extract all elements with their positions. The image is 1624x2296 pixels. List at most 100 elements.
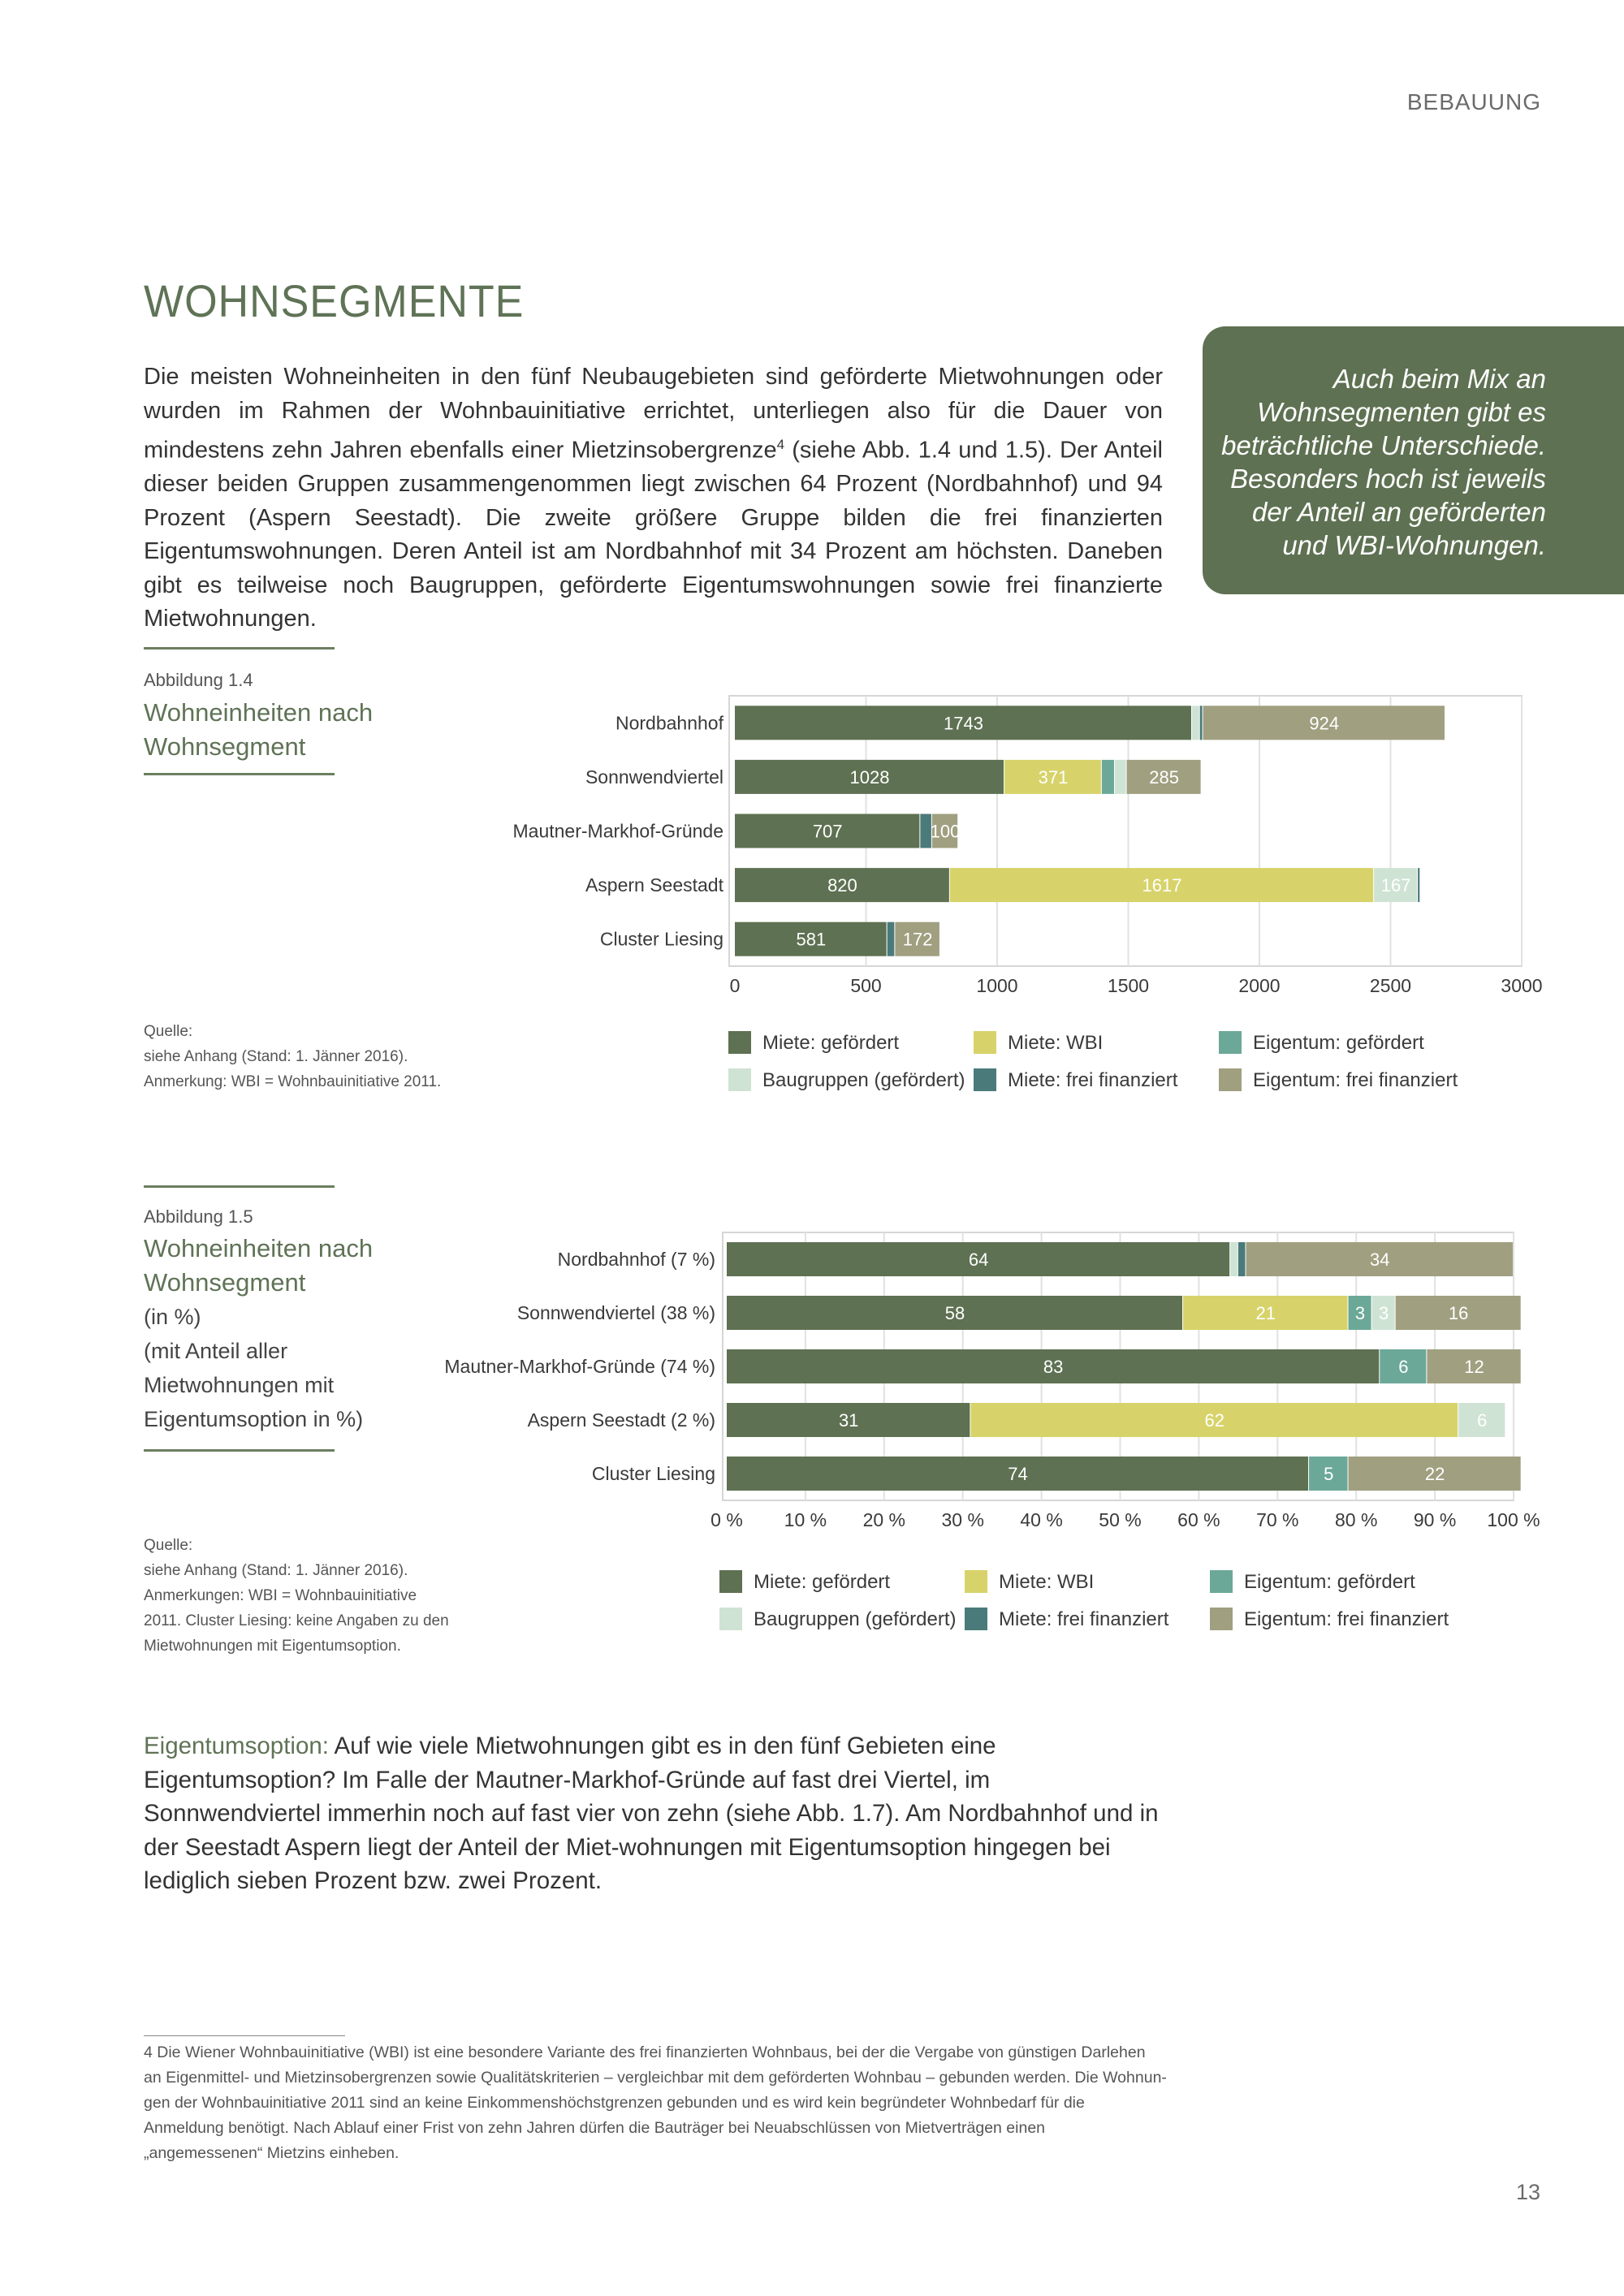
figure-rule: [144, 647, 335, 650]
source-line: Quelle:: [144, 1537, 193, 1554]
data-label: 167: [1381, 875, 1411, 896]
legend-swatch: [728, 1068, 751, 1091]
x-tick-label: 500: [850, 975, 881, 996]
legend-label: Baugruppen (gefördert): [754, 1608, 957, 1630]
category-label: Aspern Seestadt (2 %): [528, 1409, 715, 1431]
bar-segment: [735, 868, 949, 903]
bar-segment: [1246, 1242, 1513, 1276]
legend-label: Eigentum: gefördert: [1253, 1032, 1424, 1054]
legend-label: Eigentum: gefördert: [1244, 1571, 1415, 1593]
legend-swatch: [974, 1031, 996, 1054]
x-tick-label: 20 %: [863, 1509, 905, 1530]
category-label: Nordbahnhof: [615, 712, 724, 733]
bar-segment: [1395, 1296, 1521, 1330]
bar-segment: [1199, 706, 1203, 740]
legend-swatch: [1210, 1570, 1233, 1593]
x-tick-label: 30 %: [941, 1509, 983, 1530]
bar-segment: [727, 1242, 1230, 1276]
data-label: 707: [813, 822, 843, 842]
callout-box: Auch beim Mix an Wohnsegmenten gibt es b…: [1203, 326, 1624, 594]
figure-title-line: Wohnsegment: [144, 1268, 306, 1297]
bar-segment: [1115, 759, 1126, 794]
bar-segment: [1203, 706, 1445, 740]
x-tick-label: 50 %: [1099, 1509, 1141, 1530]
bar-segment: [1230, 1242, 1237, 1276]
data-label: 62: [1205, 1410, 1224, 1431]
data-label: 100: [931, 822, 961, 842]
bar-segment: [1348, 1296, 1371, 1330]
legend-swatch: [1210, 1608, 1233, 1630]
source-line: siehe Anhang (Stand: 1. Jänner 2016).: [144, 1562, 408, 1579]
legend-swatch: [965, 1608, 987, 1630]
legend-swatch: [719, 1570, 742, 1593]
legend-swatch: [974, 1068, 996, 1091]
data-label: 6: [1398, 1357, 1408, 1377]
data-label: 34: [1370, 1249, 1389, 1270]
figure-title-line: Wohnsegment: [144, 732, 306, 761]
figure-subtitle: (in %) (mit Anteil aller Mietwohnungen m…: [144, 1300, 363, 1436]
x-tick-label: 40 %: [1020, 1509, 1062, 1530]
bar-segment: [1458, 1403, 1505, 1437]
figure-source: Quelle: siehe Anhang (Stand: 1. Jänner 2…: [144, 1533, 449, 1659]
bar-segment: [887, 921, 895, 956]
subtitle-line: Eigentumsoption in %): [144, 1407, 364, 1431]
legend-label: Miete: WBI: [1008, 1032, 1103, 1054]
bar-segment: [1183, 1296, 1348, 1330]
bar-segment: [1427, 1349, 1521, 1383]
footnote-ref: 4: [776, 437, 785, 452]
data-label: 31: [839, 1410, 858, 1431]
legend-label: Miete: frei finanziert: [999, 1608, 1169, 1630]
figure-title-line: Wohneinheiten nach: [144, 698, 374, 727]
bar-segment: [1004, 759, 1101, 794]
x-tick-label: 80 %: [1335, 1509, 1377, 1530]
figure-number: Abbildung 1.5: [144, 1206, 253, 1227]
paragraph-lead: Eigentumsoption:: [144, 1733, 329, 1759]
data-label: 172: [903, 930, 933, 950]
source-line: siehe Anhang (Stand: 1. Jänner 2016).: [144, 1048, 408, 1065]
bar-segment: [970, 1403, 1458, 1437]
paragraph-text: Auf wie viele Mietwohnungen gibt es in d…: [144, 1733, 1159, 1894]
bar-segment: [1237, 1242, 1246, 1276]
bar-segment: [949, 868, 1374, 903]
figure-title-line: Wohneinheiten nach: [144, 1234, 374, 1262]
footnote: 4 Die Wiener Wohnbauinitiative (WBI) ist…: [144, 2044, 1167, 2162]
bar-segment: [1348, 1457, 1521, 1491]
legend-swatch: [719, 1608, 742, 1630]
bar-segment: [895, 921, 939, 956]
data-label: 3: [1379, 1303, 1389, 1323]
page-title: WOHNSEGMENTE: [144, 275, 525, 326]
bar-segment: [1101, 759, 1115, 794]
x-tick-label: 100 %: [1487, 1509, 1540, 1530]
data-label: 5: [1324, 1464, 1333, 1484]
bar-segment: [727, 1349, 1380, 1383]
bar-segment: [931, 814, 958, 848]
legend-label: Eigentum: frei finanziert: [1253, 1069, 1458, 1091]
legend-label: Baugruppen (gefördert): [762, 1069, 965, 1091]
data-label: 16: [1449, 1303, 1468, 1323]
legend-label: Miete: gefördert: [754, 1571, 890, 1593]
subtitle-line: (in %): [144, 1305, 201, 1329]
bar-segment: [1418, 868, 1420, 903]
category-label: Sonnwendviertel (38 %): [517, 1302, 715, 1323]
figure-number: Abbildung 1.4: [144, 670, 253, 690]
data-label: 1617: [1142, 875, 1182, 896]
subtitle-line: (mit Anteil aller: [144, 1339, 288, 1363]
data-label: 581: [796, 930, 826, 950]
category-label: Aspern Seestadt: [585, 874, 724, 896]
bar-segment: [735, 706, 1191, 740]
bar-segment: [727, 1457, 1309, 1491]
bar-segment: [1374, 868, 1418, 903]
data-label: 58: [945, 1303, 965, 1323]
bar-segment: [735, 921, 887, 956]
x-tick-label: 0: [730, 975, 741, 996]
x-tick-label: 10 %: [784, 1509, 827, 1530]
bar-segment: [735, 814, 920, 848]
figure-rule: [144, 773, 335, 775]
bar-segment: [1371, 1296, 1395, 1330]
data-label: 371: [1039, 767, 1069, 788]
category-label: Mautner-Markhof-Gründe (74 %): [444, 1356, 715, 1377]
x-tick-label: 1500: [1108, 975, 1149, 996]
data-label: 6: [1477, 1410, 1487, 1431]
bar-segment: [727, 1403, 970, 1437]
data-label: 1743: [944, 713, 983, 733]
